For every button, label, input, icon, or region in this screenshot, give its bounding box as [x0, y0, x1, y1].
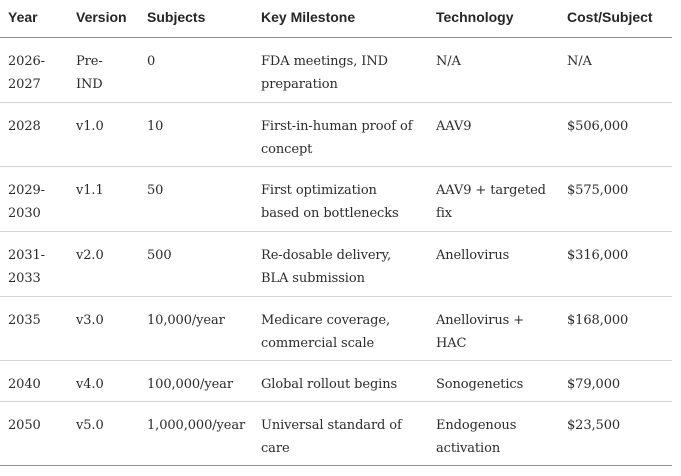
cell-cost: $168,000	[567, 313, 629, 328]
header-year: Year	[8, 9, 38, 25]
header-cost: Cost/Subject	[567, 9, 653, 25]
cell-subjects: 0	[147, 54, 156, 69]
cell-cost: $575,000	[567, 183, 629, 198]
roadmap-table: Year Version Subjects Key Milestone Tech…	[0, 0, 672, 466]
cell-cost: N/A	[567, 54, 592, 69]
table-row: 2040 v4.0 100,000/year Global rollout be…	[0, 361, 672, 402]
table-row: 2050 v5.0 1,000,000/year Universal stand…	[0, 402, 672, 466]
cell-milestone: Re-dosable delivery, BLA submission	[261, 248, 392, 286]
cell-cost: $506,000	[567, 119, 629, 134]
table-row: 2029-2030 v1.1 50 First optimization bas…	[0, 167, 672, 232]
cell-subjects: 50	[147, 183, 164, 198]
cell-technology: Endogenous activation	[436, 418, 517, 456]
cell-cost: $79,000	[567, 377, 621, 392]
cell-year: 2050	[8, 418, 41, 433]
cell-technology: AAV9	[436, 119, 472, 134]
cell-version: v1.0	[76, 119, 104, 134]
cell-year: 2029-2030	[8, 183, 45, 221]
cell-version: v2.0	[76, 248, 104, 263]
cell-year: 2031-2033	[8, 248, 45, 286]
cell-subjects: 100,000/year	[147, 377, 233, 392]
header-version: Version	[76, 9, 127, 25]
table-row: 2035 v3.0 10,000/year Medicare coverage,…	[0, 297, 672, 361]
header-subjects: Subjects	[147, 9, 206, 25]
cell-milestone: First optimization based on bottlenecks	[261, 183, 399, 221]
cell-milestone: Medicare coverage, commercial scale	[261, 313, 391, 351]
cell-subjects: 10,000/year	[147, 313, 225, 328]
cell-cost: $23,500	[567, 418, 621, 433]
cell-technology: Anellovirus	[436, 248, 510, 263]
cell-milestone: Global rollout begins	[261, 377, 398, 392]
cell-version: v3.0	[76, 313, 104, 328]
cell-subjects: 500	[147, 248, 172, 263]
cell-year: 2026-2027	[8, 54, 45, 92]
table-header: Year Version Subjects Key Milestone Tech…	[0, 0, 672, 38]
cell-version: v4.0	[76, 377, 104, 392]
cell-technology: N/A	[436, 54, 461, 69]
header-technology: Technology	[436, 9, 514, 25]
cell-version: v1.1	[76, 183, 104, 198]
cell-milestone: First-in-human proof of concept	[261, 119, 413, 157]
cell-technology: AAV9 + targeted fix	[436, 183, 546, 221]
cell-technology: Sonogenetics	[436, 377, 524, 392]
cell-version: v5.0	[76, 418, 104, 433]
cell-year: 2040	[8, 377, 41, 392]
cell-cost: $316,000	[567, 248, 629, 263]
cell-milestone: FDA meetings, IND preparation	[261, 54, 388, 92]
cell-milestone: Universal standard of care	[261, 418, 402, 456]
table-row: 2031-2033 v2.0 500 Re-dosable delivery, …	[0, 232, 672, 297]
cell-year: 2035	[8, 313, 41, 328]
header-milestone: Key Milestone	[261, 9, 356, 25]
table-row: 2026-2027 Pre-IND 0 FDA meetings, IND pr…	[0, 38, 672, 103]
cell-subjects: 10	[147, 119, 164, 134]
cell-technology: Anellovirus + HAC	[436, 313, 525, 351]
table-row: 2028 v1.0 10 First-in-human proof of con…	[0, 103, 672, 167]
cell-year: 2028	[8, 119, 41, 134]
cell-subjects: 1,000,000/year	[147, 418, 246, 433]
cell-version: Pre-IND	[76, 54, 103, 92]
